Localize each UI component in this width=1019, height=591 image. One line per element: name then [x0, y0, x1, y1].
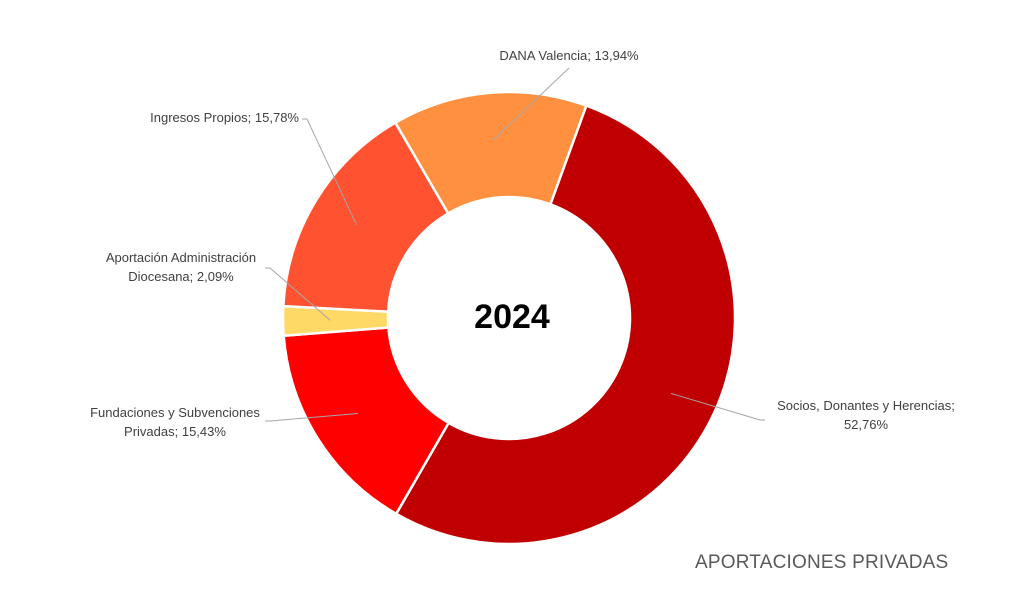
slice-label: Aportación Administración Diocesana; 2,09…: [106, 250, 256, 284]
slice-label: Fundaciones y Subvenciones Privadas; 15,4…: [90, 405, 260, 439]
donut-slice: [282, 326, 451, 516]
chart-title: APORTACIONES PRIVADAS: [695, 552, 949, 573]
center-year-label: 2024: [474, 298, 550, 336]
slices-layer: [281, 90, 737, 546]
leader-line: [265, 267, 331, 321]
leader-line: [302, 118, 357, 226]
slice-label: Ingresos Propios; 15,78%: [150, 110, 299, 125]
labels-layer: Socios, Donantes y Herencias; 52,76% Funda…: [90, 48, 955, 439]
donut-slice: [393, 90, 588, 216]
leader-line: [492, 67, 570, 141]
leader-lines-layer: [265, 67, 765, 422]
slice-label: Socios, Donantes y Herencias; 52,76%: [777, 398, 955, 432]
leader-line: [670, 392, 765, 421]
donut-slice: [394, 104, 737, 546]
leader-line: [265, 412, 358, 422]
slice-label: DANA Valencia; 13,94%: [499, 48, 639, 63]
